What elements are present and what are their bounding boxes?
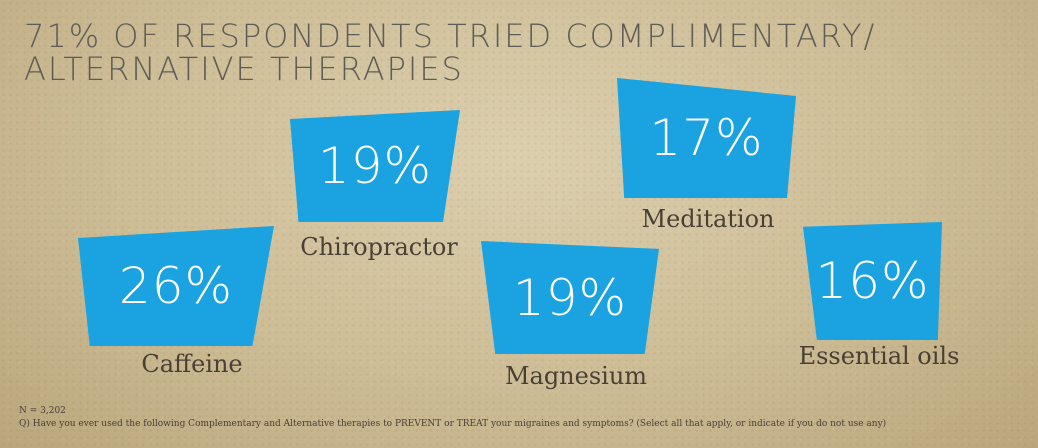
stat-value-essential-oils: 16% bbox=[815, 252, 930, 310]
stat-box-meditation: 17% bbox=[617, 78, 796, 198]
chart-title: 71% OF RESPONDENTS TRIED COMPLIMENTARY/ … bbox=[24, 20, 876, 86]
stat-box-essential-oils: 16% bbox=[803, 222, 942, 340]
stat-box-chiropractor: 19% bbox=[290, 110, 460, 222]
stat-value-chiropractor: 19% bbox=[317, 137, 433, 195]
sample-size-note: N = 3,202 bbox=[19, 406, 66, 416]
chart-title-line-1: 71% OF RESPONDENTS TRIED COMPLIMENTARY/ bbox=[24, 17, 877, 55]
stat-box-caffeine: 26% bbox=[78, 226, 274, 346]
stat-label-magnesium: Magnesium bbox=[504, 362, 648, 390]
stat-value-magnesium: 19% bbox=[512, 268, 628, 327]
stat-label-essential-oils: Essential oils bbox=[798, 342, 960, 370]
stat-value-meditation: 17% bbox=[649, 109, 764, 167]
chart-title-line-2: ALTERNATIVE THERAPIES bbox=[24, 50, 464, 88]
stat-value-caffeine: 26% bbox=[118, 257, 234, 315]
stat-label-meditation: Meditation bbox=[641, 205, 775, 233]
stat-label-caffeine: Caffeine bbox=[141, 350, 243, 378]
stat-label-chiropractor: Chiropractor bbox=[300, 233, 458, 261]
survey-question-note: Q) Have you ever used the following Comp… bbox=[19, 419, 887, 429]
stat-box-magnesium: 19% bbox=[481, 241, 659, 354]
